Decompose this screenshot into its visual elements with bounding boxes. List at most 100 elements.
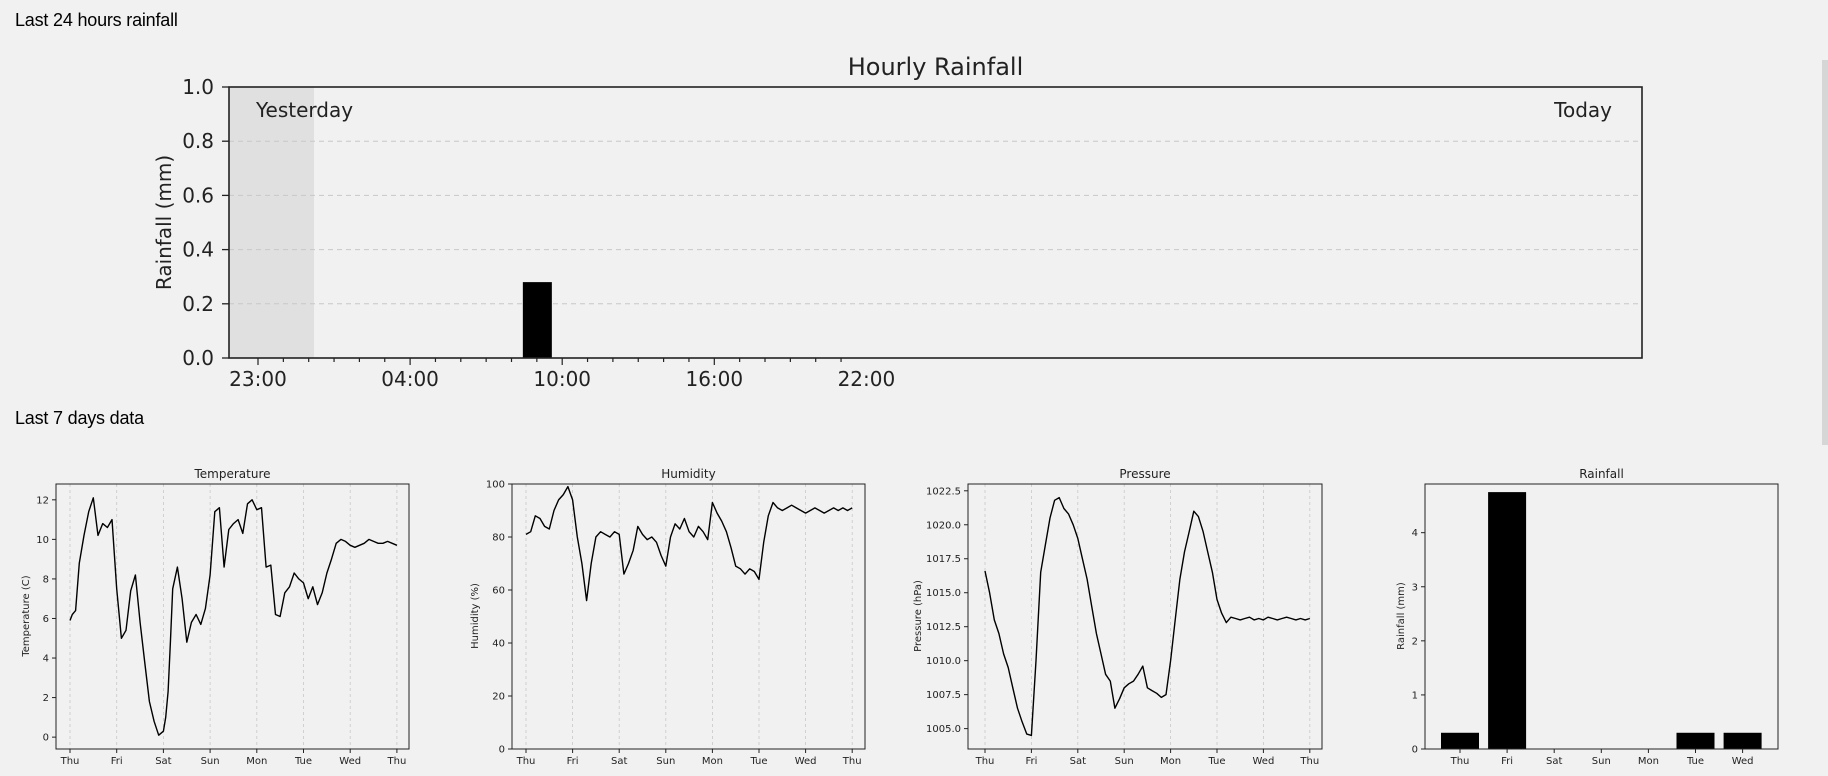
y-axis-label: Humidity (%): [470, 583, 481, 649]
y-tick-label: 0: [499, 745, 505, 756]
x-tick-label: 16:00: [685, 367, 743, 391]
section-heading-24h: Last 24 hours rainfall: [15, 10, 178, 30]
chart-title: Hourly Rainfall: [848, 53, 1024, 81]
y-tick-label: 100: [486, 480, 505, 491]
chart-title: Temperature: [193, 467, 270, 481]
y-tick-label: 0.0: [182, 346, 214, 370]
y-tick-label: 0: [43, 733, 49, 744]
bar-thu: [1441, 732, 1479, 749]
x-tick-label: Thu: [60, 756, 80, 767]
y-tick-label: 20: [492, 692, 505, 703]
y-tick-label: 0: [1412, 745, 1418, 756]
y-tick-label: 1007.5: [926, 690, 961, 701]
x-tick-label: 23:00: [229, 367, 287, 391]
x-tick-label: Fri: [1025, 756, 1037, 767]
x-tick-label: Mon: [1638, 756, 1659, 767]
x-tick-label: Sat: [1070, 756, 1086, 767]
y-tick-label: 1017.5: [926, 554, 961, 565]
x-tick-label: Fri: [1501, 756, 1513, 767]
x-tick-label: Thu: [975, 756, 995, 767]
yesterday-shade: [229, 87, 314, 358]
y-tick-label: 1.0: [182, 75, 214, 99]
section-heading-7d: Last 7 days data: [15, 408, 144, 428]
y-tick-label: 0.6: [182, 183, 214, 207]
y-tick-label: 2: [1412, 636, 1418, 647]
x-tick-label: Thu: [516, 756, 536, 767]
x-tick-label: Wed: [1732, 756, 1754, 767]
y-tick-label: 4: [1412, 528, 1418, 539]
plot-frame: [967, 483, 1323, 750]
y-tick-label: 0.4: [182, 238, 214, 262]
y-tick-label: 4: [43, 654, 49, 665]
x-tick-label: 10:00: [533, 367, 591, 391]
y-tick-label: 10: [36, 535, 49, 546]
hourly-rainfall-chart: 0.0 0.2 0.4 0.6 0.8 1.0 23:00 04:00 10:00 16:00 22…: [152, 53, 1643, 391]
y-axis-label: Rainfall (mm): [1396, 582, 1407, 650]
x-tick-label: Sat: [1546, 756, 1562, 767]
y-tick-label: 0.8: [182, 129, 214, 153]
x-tick-label: Sat: [155, 756, 171, 767]
plot-frame: [228, 86, 1643, 359]
chart-title: Pressure: [1119, 467, 1170, 481]
plot-area: [1425, 484, 1778, 749]
y-tick-label: 0.2: [182, 292, 214, 316]
x-tick-label: Sun: [1115, 756, 1134, 767]
y-tick-label: 8: [43, 574, 49, 585]
annotation-today: Today: [1553, 98, 1612, 122]
y-axis-label: Pressure (hPa): [913, 580, 924, 652]
x-tick-label: Fri: [111, 756, 123, 767]
x-tick-label: 22:00: [838, 367, 896, 391]
annotation-yesterday: Yesterday: [255, 98, 353, 122]
x-tick-label: Fri: [567, 756, 579, 767]
x-tick-label: Sat: [611, 756, 627, 767]
series-line: [69, 497, 398, 736]
x-tick-label: Thu: [1299, 756, 1319, 767]
y-tick-label: 2: [43, 693, 49, 704]
plot-area: [229, 87, 1642, 358]
scrollbar[interactable]: [1822, 60, 1828, 445]
x-tick-label: Sun: [656, 756, 675, 767]
x-tick-label: Tue: [749, 756, 767, 767]
x-tick-label: Tue: [1686, 756, 1704, 767]
x-tick-label: Thu: [1450, 756, 1470, 767]
plot-frame: [511, 483, 866, 750]
y-tick-label: 3: [1412, 582, 1418, 593]
y-tick-label: 1012.5: [926, 622, 961, 633]
bar-tue: [1676, 732, 1715, 749]
x-tick-label: Sun: [201, 756, 220, 767]
x-tick-label: Wed: [1252, 756, 1274, 767]
y-tick-label: 1020.0: [926, 520, 961, 531]
y-tick-label: 1022.5: [926, 486, 961, 497]
series-line: [984, 496, 1311, 737]
y-tick-label: 6: [43, 614, 49, 625]
bar-fri: [1488, 492, 1527, 749]
y-axis-label: Rainfall (mm): [152, 155, 176, 290]
plot-frame: [55, 483, 410, 750]
y-tick-label: 60: [492, 586, 505, 597]
y-tick-label: 40: [492, 639, 505, 650]
x-tick-label: 04:00: [381, 367, 439, 391]
y-tick-label: 1015.0: [926, 588, 961, 599]
y-tick-label: 1: [1412, 690, 1418, 701]
bar-hour-1000: [522, 282, 552, 358]
y-tick-label: 80: [492, 533, 505, 544]
x-tick-label: Mon: [702, 756, 723, 767]
y-tick-label: 12: [36, 495, 49, 506]
x-tick-label: Mon: [246, 756, 267, 767]
x-tick-label: Wed: [795, 756, 817, 767]
bar-wed: [1723, 732, 1762, 749]
chart-title: Humidity: [661, 467, 715, 481]
x-tick-label: Wed: [339, 756, 361, 767]
y-tick-label: 1005.0: [926, 724, 961, 735]
series-line: [525, 485, 853, 602]
y-axis-label: Temperature (C): [21, 575, 32, 657]
x-tick-label: Tue: [294, 756, 312, 767]
x-tick-label: Mon: [1160, 756, 1181, 767]
x-tick-label: Thu: [842, 756, 862, 767]
x-tick-label: Thu: [387, 756, 407, 767]
x-tick-label: Sun: [1592, 756, 1611, 767]
